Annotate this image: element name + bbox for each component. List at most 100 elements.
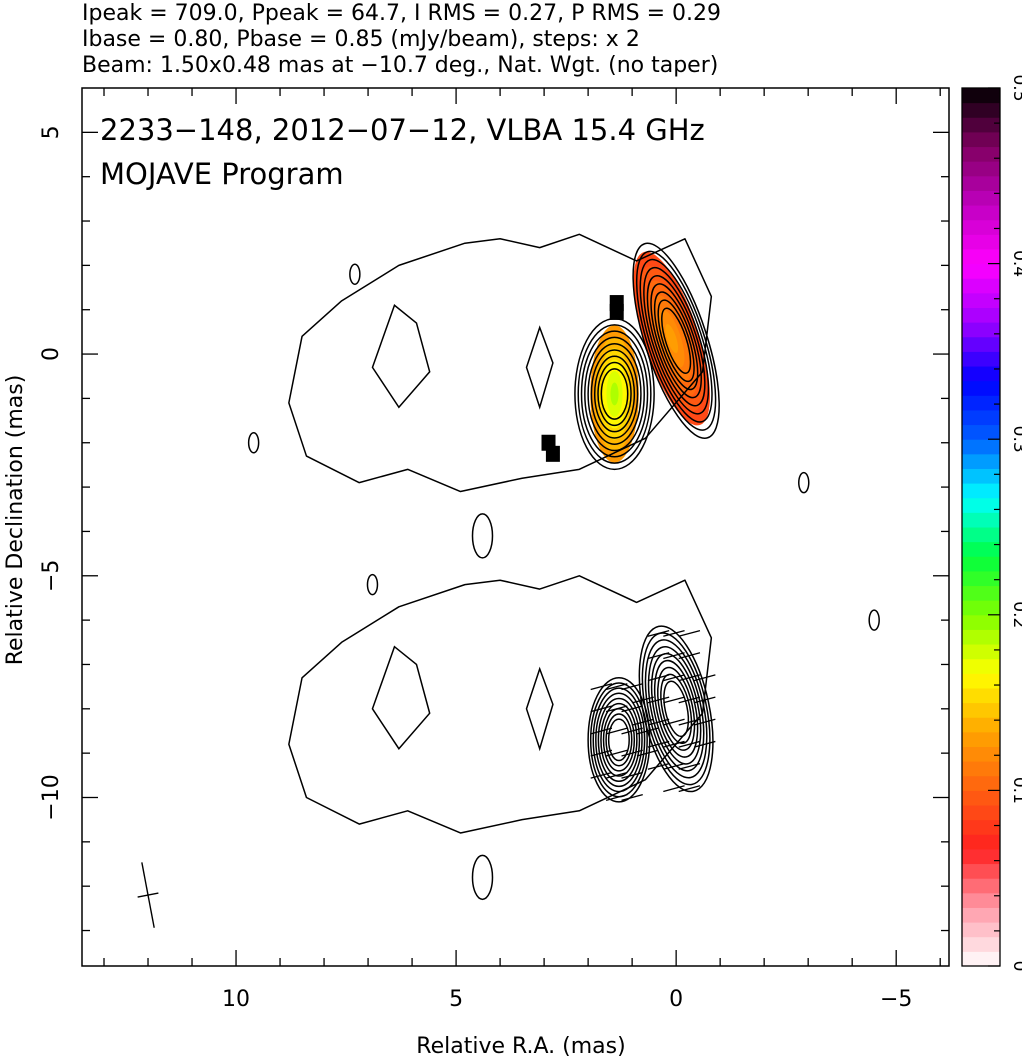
evpa-vector <box>647 652 670 660</box>
evpa-vector <box>678 629 701 637</box>
colorbar-cell <box>962 131 1000 148</box>
plot-area <box>81 87 950 967</box>
x-tick-label: 0 <box>669 987 683 1012</box>
evpa-vector <box>605 794 628 801</box>
colorbar-cell <box>962 527 1000 543</box>
lower-extended-contour <box>288 575 713 834</box>
colorbar-cell <box>962 892 1000 908</box>
noise-contour <box>868 609 880 631</box>
evpa-vector <box>636 727 659 735</box>
colorbar-cell <box>962 322 1000 338</box>
colorbar-cell <box>962 834 1000 850</box>
contour-level <box>590 349 639 439</box>
colorbar-cell <box>962 88 1000 104</box>
colorbar-cell <box>962 775 1000 791</box>
evpa-vector <box>636 749 659 757</box>
header-line-1: Ipeak = 709.0, Ppeak = 64.7, I RMS = 0.2… <box>82 1 721 26</box>
beam-minor-axis <box>137 892 159 898</box>
colorbar-cell <box>962 497 1000 513</box>
contour-layer <box>247 233 880 901</box>
evpa-vector <box>663 785 685 793</box>
noise-contour <box>366 573 379 596</box>
header-line-3: Beam: 1.50x0.48 mas at −10.7 deg., Nat. … <box>82 53 718 78</box>
colorbar-cell <box>962 629 1000 645</box>
contour-level <box>584 336 645 452</box>
evpa-vector <box>663 718 685 726</box>
evpa-vector <box>621 749 643 757</box>
colorbar-frame <box>961 87 1001 967</box>
colorbar-cell <box>962 336 1000 352</box>
source-annotation: 2233−148, 2012−07−12, VLBA 15.4 GHz <box>100 113 705 147</box>
colorbar-cell <box>962 380 1000 396</box>
colorbar-cell <box>962 731 1000 747</box>
colorbar-cell <box>962 234 1000 250</box>
contour-level <box>574 317 655 471</box>
fractional-polarization-fill <box>541 251 710 463</box>
contour-level <box>597 697 641 782</box>
evpa-vector <box>590 771 613 779</box>
evpa-vector <box>663 696 685 704</box>
evpa-vector <box>647 629 670 637</box>
colorbar-cell <box>962 175 1000 191</box>
evpa-vector <box>693 740 716 748</box>
colorbar-cell <box>962 307 1000 323</box>
contour-level <box>600 368 629 420</box>
evpa-vector <box>605 727 628 735</box>
colorbar-cell <box>962 951 1000 967</box>
colorbar-cell <box>962 717 1000 733</box>
evpa-vector <box>590 727 613 735</box>
colorbar-cell <box>962 409 1000 426</box>
colorbar-cell <box>962 644 1000 660</box>
contour-level <box>647 646 705 772</box>
evpa-vector <box>663 740 685 748</box>
colorbar-cell <box>962 424 1000 440</box>
colorbar-cell <box>962 117 1000 133</box>
fp-layer <box>610 382 619 406</box>
contour-level <box>600 702 638 777</box>
colorbar-tick-label: 0.5 <box>1009 74 1022 101</box>
colorbar: 0 0.1 0.2 0.3 0.4 0.5 <box>961 74 1022 972</box>
evpa-vector <box>678 718 701 726</box>
contour-level <box>657 299 695 383</box>
evpa-vector <box>678 762 701 770</box>
colorbar-cell <box>962 878 1000 894</box>
evpa-vector <box>663 762 685 770</box>
contour-level <box>635 250 717 431</box>
evpa-vector <box>621 683 643 691</box>
colorbar-cell <box>962 205 1000 221</box>
y-tick-label: −10 <box>39 774 64 820</box>
upper-core-contours-1 <box>574 317 655 471</box>
jet-knot-contour <box>371 304 431 409</box>
evpa-vector <box>605 749 628 757</box>
colorbar-tick-label: 0 <box>1009 961 1022 972</box>
evpa-vector <box>678 740 701 748</box>
colorbar-cell <box>962 907 1000 923</box>
evpa-vector <box>621 727 643 735</box>
contour-level <box>646 275 706 407</box>
polarization-vectors <box>590 629 716 801</box>
evpa-vector <box>678 785 701 793</box>
contour-level <box>653 659 699 758</box>
colorbar-tick-label: 0.4 <box>1009 250 1022 277</box>
evpa-vector <box>621 705 643 713</box>
evpa-vector <box>605 705 628 713</box>
colorbar-cell <box>962 292 1000 308</box>
upper-extended-contour <box>288 233 713 493</box>
header-line-2: Ibase = 0.80, Pbase = 0.85 (mJy/beam), s… <box>82 27 640 52</box>
jet-knot-contour <box>525 666 554 752</box>
evpa-vector <box>632 696 654 704</box>
program-annotation: MOJAVE Program <box>100 157 344 191</box>
evpa-vector <box>632 718 654 726</box>
beam-marker <box>137 862 159 928</box>
colorbar-cell <box>962 248 1000 265</box>
x-tick-label: 10 <box>222 987 250 1012</box>
jet-knot-contour <box>371 645 431 750</box>
colorbar-tick-label: 0.1 <box>1009 777 1022 804</box>
contour-level <box>661 307 692 374</box>
colorbar-cell <box>962 658 1000 674</box>
y-tick-label: 5 <box>39 125 64 139</box>
colorbar-cell <box>962 556 1000 572</box>
fp-layer <box>665 324 679 354</box>
evpa-vector <box>663 629 685 637</box>
